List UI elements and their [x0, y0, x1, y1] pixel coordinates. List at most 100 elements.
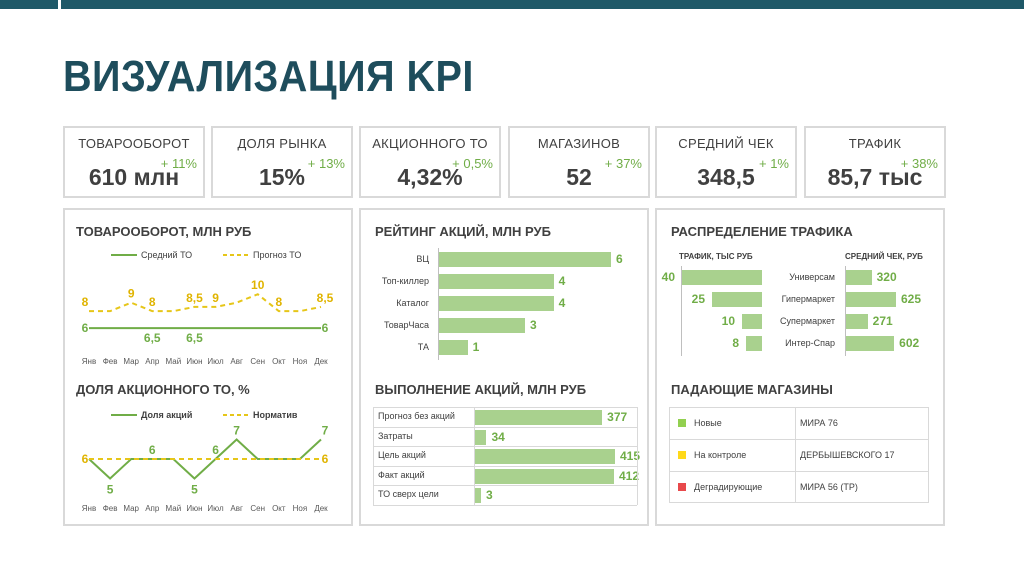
- data-label: 6: [212, 443, 219, 457]
- kpi-delta: + 38%: [900, 156, 938, 171]
- x-tick-label: Май: [166, 357, 182, 366]
- kpi-label: ТОВАРООБОРОТ: [78, 136, 190, 151]
- x-tick-label: Мар: [123, 357, 139, 366]
- bar: [439, 296, 554, 311]
- traffic-bar: [742, 314, 762, 329]
- kpi-delta: + 11%: [160, 156, 197, 171]
- avg-check-value: 625: [901, 292, 922, 306]
- data-label: 8,5: [186, 291, 203, 305]
- bar-category-label: ВЦ: [416, 254, 429, 264]
- store-format-label: Гипермаркет: [781, 294, 835, 304]
- avg-check-bar: [846, 270, 872, 285]
- traffic-bar: [746, 336, 762, 351]
- data-label: 5: [107, 483, 114, 497]
- top-bar-divider: [58, 0, 61, 9]
- legend-label: Норматив: [253, 410, 298, 420]
- bar-value-label: 1: [472, 340, 480, 354]
- x-tick-label: Май: [166, 504, 182, 513]
- store-format-label: Универсам: [789, 272, 835, 282]
- bar-category-label: Цель акций: [378, 450, 426, 460]
- avg-check-bar: [846, 314, 868, 329]
- x-tick-label: Фев: [103, 357, 118, 366]
- bar: [475, 488, 481, 503]
- table-cell-divider: [795, 440, 796, 471]
- data-label: 5: [191, 483, 198, 497]
- store-name: МИРА 76: [800, 418, 838, 428]
- table-row: Деградирующие МИРА 56 (ТР): [669, 471, 929, 503]
- x-tick-label: Сен: [250, 504, 265, 513]
- right-panel: РАСПРЕДЕЛЕНИЕ ТРАФИКА ТРАФИК, ТЫС РУБ СР…: [655, 208, 945, 526]
- x-tick-label: Янв: [82, 357, 96, 366]
- kpi-card: ТРАФИК 85,7 тыс + 38%: [804, 126, 946, 198]
- bar: [475, 429, 487, 445]
- x-tick-label: Окт: [272, 357, 286, 366]
- series-line: [89, 293, 322, 313]
- data-label: 6: [82, 321, 89, 335]
- kpi-label: ДОЛЯ РЫНКА: [237, 136, 327, 151]
- left-panel: ТОВАРООБОРОТ, МЛН РУБ Средний ТО Прогноз …: [63, 208, 353, 526]
- table-cell-divider: [795, 472, 796, 502]
- status-color-square: [678, 483, 686, 491]
- x-tick-label: Ноя: [293, 357, 308, 366]
- bar: [439, 252, 611, 267]
- bar: [475, 449, 615, 464]
- x-tick-label: Сен: [250, 357, 265, 366]
- bar: [475, 468, 614, 484]
- data-label: 6: [322, 321, 329, 335]
- legend-label: Прогноз ТО: [253, 250, 301, 260]
- bar: [439, 274, 554, 289]
- traffic-value: 40: [661, 270, 675, 284]
- falling-stores-title: ПАДАЮЩИЕ МАГАЗИНЫ: [671, 382, 833, 397]
- traffic-value: 25: [691, 292, 705, 306]
- bar-axis: [438, 248, 439, 360]
- bar-category-label: Топ-киллер: [381, 276, 429, 286]
- x-tick-label: Июн: [186, 504, 202, 513]
- chart1-title: ТОВАРООБОРОТ, МЛН РУБ: [76, 224, 252, 239]
- kpi-card: АКЦИОННОГО ТО 4,32% + 0,5%: [359, 126, 501, 198]
- kpi-label: СРЕДНИЙ ЧЕК: [678, 136, 774, 151]
- traffic-bar: [712, 292, 762, 307]
- traffic-value: 8: [732, 336, 739, 350]
- avg-check-bar: [846, 292, 896, 307]
- kpi-card: СРЕДНИЙ ЧЕК 348,5 + 1%: [655, 126, 797, 198]
- bar-value-label: 377: [607, 410, 628, 424]
- data-label: 6,5: [144, 331, 161, 345]
- kpi-label: ТРАФИК: [848, 136, 902, 151]
- avg-check-value: 271: [872, 314, 893, 328]
- bar: [475, 410, 603, 425]
- top-accent-bar: [0, 0, 1024, 9]
- bar-value-label: 3: [530, 318, 537, 332]
- avg-check-bar: [846, 336, 895, 351]
- chart2-title: ДОЛЯ АКЦИОННОГО ТО, %: [76, 382, 250, 397]
- kpi-delta: + 13%: [307, 156, 345, 171]
- bar-category-label: ТоварЧаса: [384, 320, 429, 330]
- chart4-title: ВЫПОЛНЕНИЕ АКЦИЙ, МЛН РУБ: [375, 382, 587, 397]
- kpi-value: 348,5: [697, 164, 755, 190]
- bar-category-label: ТА: [417, 342, 429, 352]
- data-label: 10: [251, 278, 265, 292]
- bar-category-label: Затраты: [378, 430, 413, 441]
- x-tick-label: Апр: [145, 357, 160, 366]
- table-grid-line: [373, 504, 637, 506]
- legend-label: Доля акций: [141, 410, 192, 420]
- bar-category-label: Каталог: [396, 298, 429, 308]
- store-name: ДЕРБЫШЕВСКОГО 17: [800, 450, 895, 460]
- x-tick-label: Дек: [314, 357, 328, 366]
- traffic-value: 10: [721, 314, 735, 328]
- status-label: Новые: [694, 418, 722, 428]
- bar-category-label: Прогноз без акций: [378, 411, 455, 421]
- x-tick-label: Дек: [314, 504, 328, 513]
- bar-value-label: 4: [558, 296, 566, 310]
- kpi-value: 15%: [258, 164, 306, 190]
- x-tick-label: Июн: [186, 357, 202, 366]
- data-label: 9: [212, 291, 219, 305]
- data-label: 7: [233, 424, 240, 438]
- traffic-bar: [682, 270, 762, 285]
- table-grid-line: [637, 407, 638, 505]
- kpi-value: 85,7 тыс: [827, 164, 923, 190]
- table-row: На контроле ДЕРБЫШЕВСКОГО 17: [669, 439, 929, 471]
- kpi-card: ТОВАРООБОРОТ 610 млн + 11%: [63, 126, 205, 198]
- kpi-delta: + 37%: [604, 156, 642, 171]
